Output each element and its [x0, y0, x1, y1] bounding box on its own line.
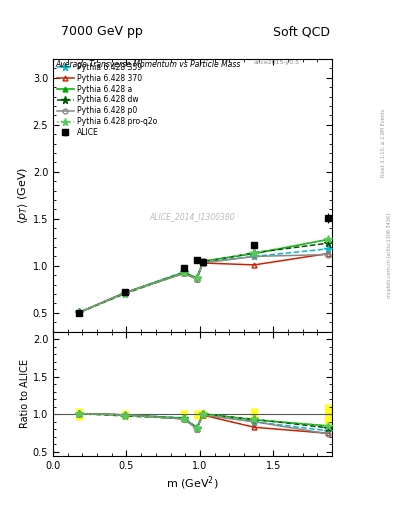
Pythia 6.428 p0	[200, 260, 205, 266]
Pythia 6.428 pro-q2o	[200, 259, 205, 265]
Pythia 6.428 p0	[77, 309, 82, 315]
Pythia 6.428 dw	[200, 259, 205, 265]
Pythia 6.428 370	[123, 290, 127, 296]
Y-axis label: Ratio to ALICE: Ratio to ALICE	[20, 359, 30, 428]
Line: Pythia 6.428 dw: Pythia 6.428 dw	[76, 240, 332, 316]
Line: Pythia 6.428 pro-q2o: Pythia 6.428 pro-q2o	[76, 236, 332, 316]
Legend: Pythia 6.428 359, Pythia 6.428 370, Pythia 6.428 a, Pythia 6.428 dw, Pythia 6.42: Pythia 6.428 359, Pythia 6.428 370, Pyth…	[55, 61, 158, 139]
Pythia 6.428 370	[200, 260, 205, 266]
Pythia 6.428 a	[200, 258, 205, 264]
Pythia 6.428 359	[200, 259, 205, 265]
Pythia 6.428 dw	[77, 309, 82, 315]
Pythia 6.428 370	[325, 250, 330, 257]
Pythia 6.428 370	[195, 276, 199, 282]
Pythia 6.428 359	[182, 269, 186, 275]
Line: Pythia 6.428 370: Pythia 6.428 370	[77, 251, 330, 315]
Line: Pythia 6.428 359: Pythia 6.428 359	[76, 245, 332, 316]
Pythia 6.428 pro-q2o	[325, 237, 330, 243]
Pythia 6.428 dw	[182, 270, 186, 276]
Pythia 6.428 a	[252, 250, 257, 257]
Text: mcplots.cern.ch [arXiv:1306.3436]: mcplots.cern.ch [arXiv:1306.3436]	[387, 214, 391, 298]
Pythia 6.428 p0	[325, 251, 330, 258]
Pythia 6.428 pro-q2o	[77, 309, 82, 315]
Pythia 6.428 359	[77, 309, 82, 315]
Pythia 6.428 pro-q2o	[123, 290, 127, 296]
Pythia 6.428 pro-q2o	[252, 249, 257, 255]
Line: Pythia 6.428 p0: Pythia 6.428 p0	[77, 252, 330, 315]
Text: ALICE_2014_I1300380: ALICE_2014_I1300380	[150, 212, 235, 222]
Pythia 6.428 a	[325, 237, 330, 243]
Pythia 6.428 359	[252, 253, 257, 260]
Pythia 6.428 p0	[123, 290, 127, 296]
Text: 7000 GeV pp: 7000 GeV pp	[61, 26, 143, 38]
Pythia 6.428 dw	[252, 249, 257, 255]
Text: Average Transverse Momentum vs Particle Mass: Average Transverse Momentum vs Particle …	[56, 60, 241, 69]
Y-axis label: $\langle p_T \rangle$ (GeV): $\langle p_T \rangle$ (GeV)	[16, 167, 30, 224]
Line: Pythia 6.428 a: Pythia 6.428 a	[77, 237, 330, 315]
Pythia 6.428 a	[182, 269, 186, 275]
Pythia 6.428 370	[77, 309, 82, 315]
Text: alice2015-y0.5: alice2015-y0.5	[254, 60, 300, 65]
Pythia 6.428 a	[77, 309, 82, 315]
Pythia 6.428 dw	[195, 275, 199, 281]
Pythia 6.428 p0	[195, 276, 199, 282]
Pythia 6.428 p0	[182, 270, 186, 276]
Pythia 6.428 370	[252, 262, 257, 268]
Pythia 6.428 359	[123, 290, 127, 296]
Pythia 6.428 359	[325, 246, 330, 252]
Pythia 6.428 pro-q2o	[182, 270, 186, 276]
Pythia 6.428 p0	[252, 253, 257, 260]
Pythia 6.428 370	[182, 270, 186, 276]
Pythia 6.428 dw	[325, 240, 330, 246]
Text: Soft QCD: Soft QCD	[273, 26, 330, 38]
X-axis label: m (GeV$^2$): m (GeV$^2$)	[166, 475, 219, 493]
Pythia 6.428 pro-q2o	[195, 275, 199, 281]
Pythia 6.428 dw	[123, 290, 127, 296]
Pythia 6.428 a	[123, 290, 127, 296]
Text: Rivet 3.1.10, ≥ 2.9M Events: Rivet 3.1.10, ≥ 2.9M Events	[381, 109, 386, 178]
Pythia 6.428 359	[195, 275, 199, 281]
Pythia 6.428 a	[195, 275, 199, 281]
